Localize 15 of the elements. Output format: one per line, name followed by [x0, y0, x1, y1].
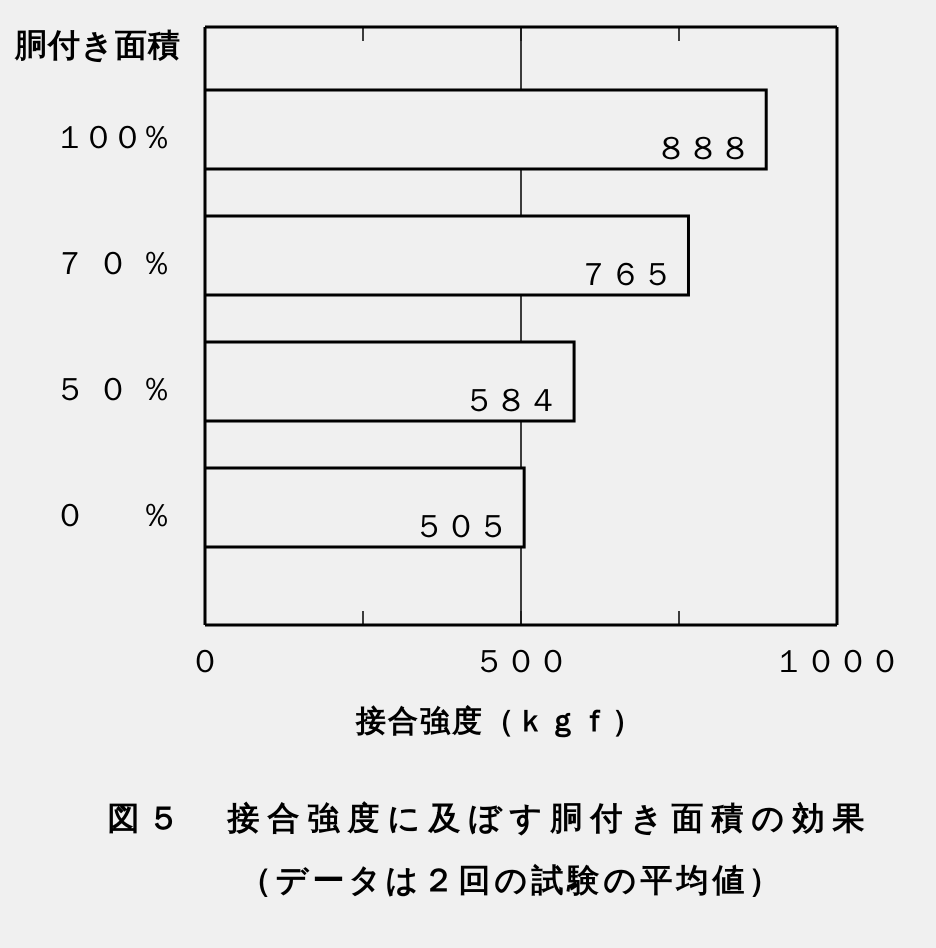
y-tick-label: ７０％ — [54, 244, 172, 282]
data-label: ５０５ — [413, 507, 510, 545]
y-tick-label: １００％ — [54, 118, 172, 156]
x-tick-label: ５００ — [473, 642, 569, 680]
text: 図５ 接合強度に及ぼす胴付き面積の効果 — [106, 798, 874, 838]
x-tick-label: ０ — [189, 642, 221, 680]
text: （データは２回の試験の平均値） — [238, 860, 786, 900]
y-tick-label: ０ ％ — [54, 496, 172, 534]
x-axis-title: 接合強度（ｋｇｆ） — [354, 703, 645, 741]
y-tick-label: ５０％ — [54, 370, 172, 408]
data-label: ７６５ — [577, 255, 674, 293]
data-label: ５８４ — [463, 381, 560, 419]
x-tick-label: １０００ — [773, 642, 901, 680]
y-axis-title: 胴付き面積 — [15, 25, 181, 65]
data-label: ８８８ — [655, 129, 752, 167]
